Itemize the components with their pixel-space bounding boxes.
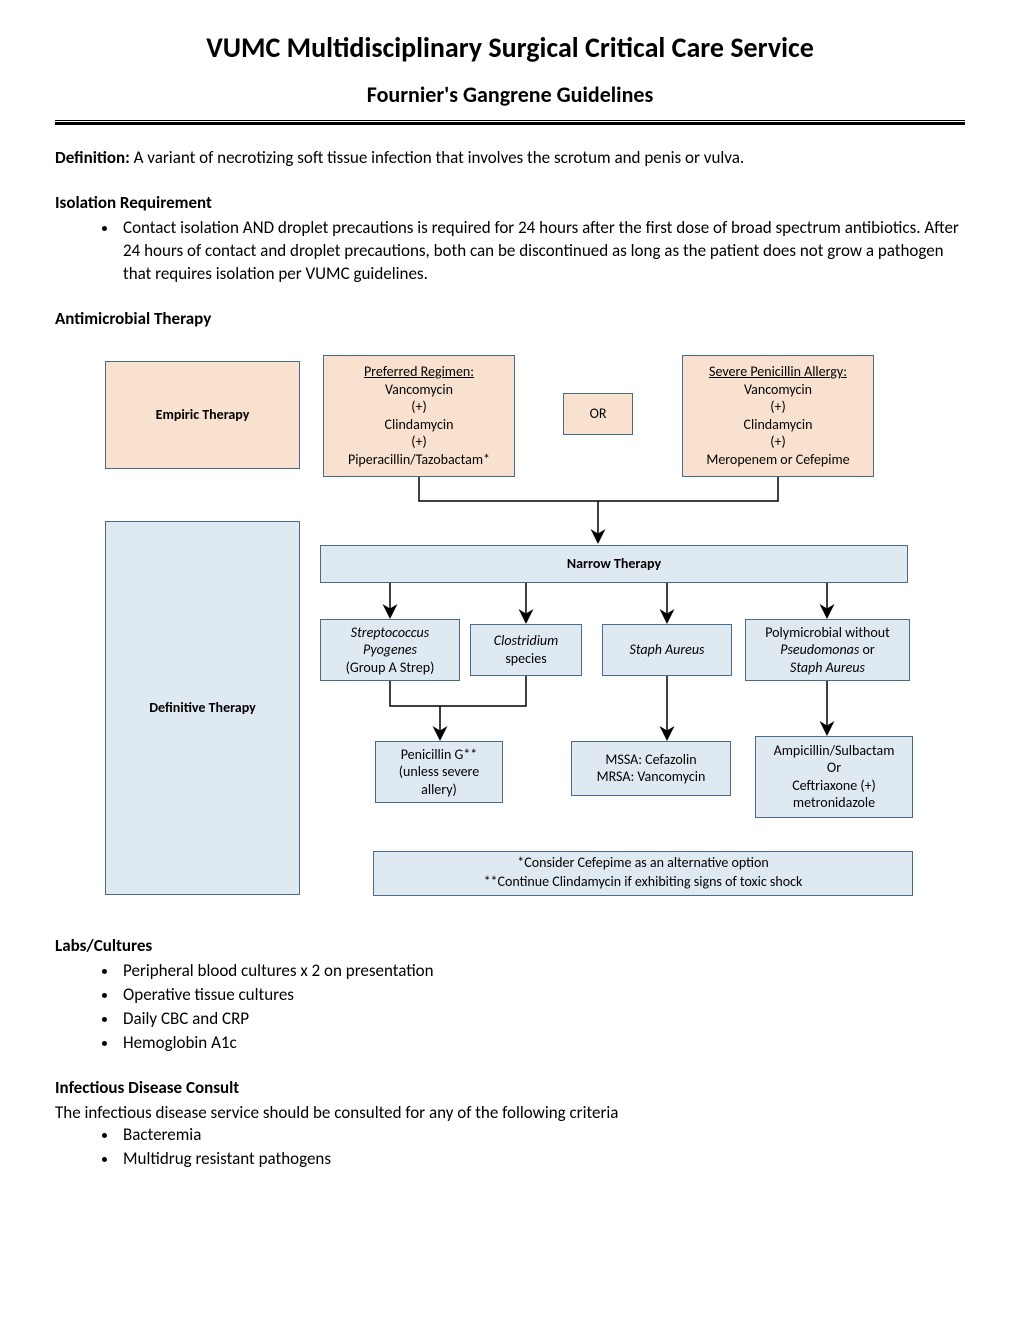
definition-label: Definition: [55,147,130,168]
list-item: Hemoglobin A1c [119,1032,965,1055]
list-item: Operative tissue cultures [119,984,965,1007]
severe-allergy-box: Severe Penicillin Allergy: Vancomycin (+… [682,355,874,477]
allergy-l5: Meropenem or Cefepime [706,451,849,469]
labs-heading: Labs/Cultures [55,935,965,956]
org2-l2: species [505,650,546,668]
list-item: Daily CBC and CRP [119,1008,965,1031]
preferred-l2: (+) [411,398,426,416]
allergy-l1: Vancomycin [744,381,812,399]
preferred-title: Preferred Regimen: [364,363,474,381]
preferred-l4: (+) [411,433,426,451]
org1-l2: Pyogenes [363,641,417,659]
tx3-l1: Ampicillin/Sulbactam [774,742,895,760]
org1-l1: Streptococcus [351,624,429,642]
allergy-l3: Clindamycin [744,416,813,434]
notes-l2: **Continue Clindamycin if exhibiting sig… [484,873,803,892]
narrow-therapy-box: Narrow Therapy [320,545,908,583]
definitive-therapy-box: Definitive Therapy [105,521,300,895]
tx3-l4: metronidazole [793,794,875,812]
tx-poly-box: Ampicillin/Sulbactam Or Ceftriaxone (+) … [755,736,913,818]
allergy-l2: (+) [770,398,785,416]
preferred-l3: Clindamycin [385,416,454,434]
organism-strep-box: Streptococcus Pyogenes (Group A Strep) [320,619,460,681]
therapy-diagram: Empiric Therapy Preferred Regimen: Vanco… [75,341,945,913]
preferred-l1: Vancomycin [385,381,453,399]
list-item: Bacteremia [119,1124,965,1147]
tx1-l3: allery) [421,781,457,799]
organism-polymicrobial-box: Polymicrobial without Pseudomonas or Sta… [745,619,910,681]
definition-line: Definition: A variant of necrotizing sof… [55,147,965,170]
org4-l2: Pseudomonas [780,641,859,658]
organism-clostridium-box: Clostridium species [470,624,582,676]
org4-or: or [859,641,874,658]
tx-penicillin-box: Penicillin G** (unless severe allery) [375,741,503,803]
allergy-title: Severe Penicillin Allergy: [709,363,847,381]
allergy-l4: (+) [770,433,785,451]
tx1-l2: (unless severe [399,763,479,781]
preferred-regimen-box: Preferred Regimen: Vancomycin (+) Clinda… [323,355,515,477]
definition-text: A variant of necrotizing soft tissue inf… [130,147,744,168]
empiric-therapy-box: Empiric Therapy [105,361,300,469]
idconsult-intro: The infectious disease service should be… [55,1102,965,1125]
org2-l1: Clostridium [494,632,558,650]
tx3-l3: Ceftriaxone (+) [792,777,876,795]
tx2-l1: MSSA: Cefazolin [605,751,696,769]
preferred-l5: Piperacillin/Tazobactam* [348,451,490,469]
org4-l3: Staph Aureus [790,659,865,677]
tx-staph-box: MSSA: Cefazolin MRSA: Vancomycin [571,741,731,796]
notes-l1: *Consider Cefepime as an alternative opt… [517,854,768,873]
page-title-2: Fournier's Gangrene Guidelines [55,81,965,108]
isolation-list: Contact isolation AND droplet precaution… [119,217,965,286]
or-box: OR [563,393,633,435]
list-item: Contact isolation AND droplet precaution… [119,217,965,286]
list-item: Peripheral blood cultures x 2 on present… [119,960,965,983]
page-title-1: VUMC Multidisciplinary Surgical Critical… [55,30,965,65]
header-rule [55,120,965,125]
notes-box: *Consider Cefepime as an alternative opt… [373,851,913,896]
tx1-l1: Penicillin G** [401,746,478,764]
isolation-heading: Isolation Requirement [55,192,965,213]
labs-list: Peripheral blood cultures x 2 on present… [119,960,965,1055]
idconsult-heading: Infectious Disease Consult [55,1077,965,1098]
org1-l3: (Group A Strep) [346,659,435,677]
tx2-l2: MRSA: Vancomycin [597,768,706,786]
org4-l1: Polymicrobial without [765,624,890,642]
idconsult-list: Bacteremia Multidrug resistant pathogens [119,1124,965,1171]
list-item: Multidrug resistant pathogens [119,1148,965,1171]
organism-staph-box: Staph Aureus [602,624,732,676]
antimicrobial-heading: Antimicrobial Therapy [55,308,965,329]
tx3-l2: Or [827,759,841,777]
